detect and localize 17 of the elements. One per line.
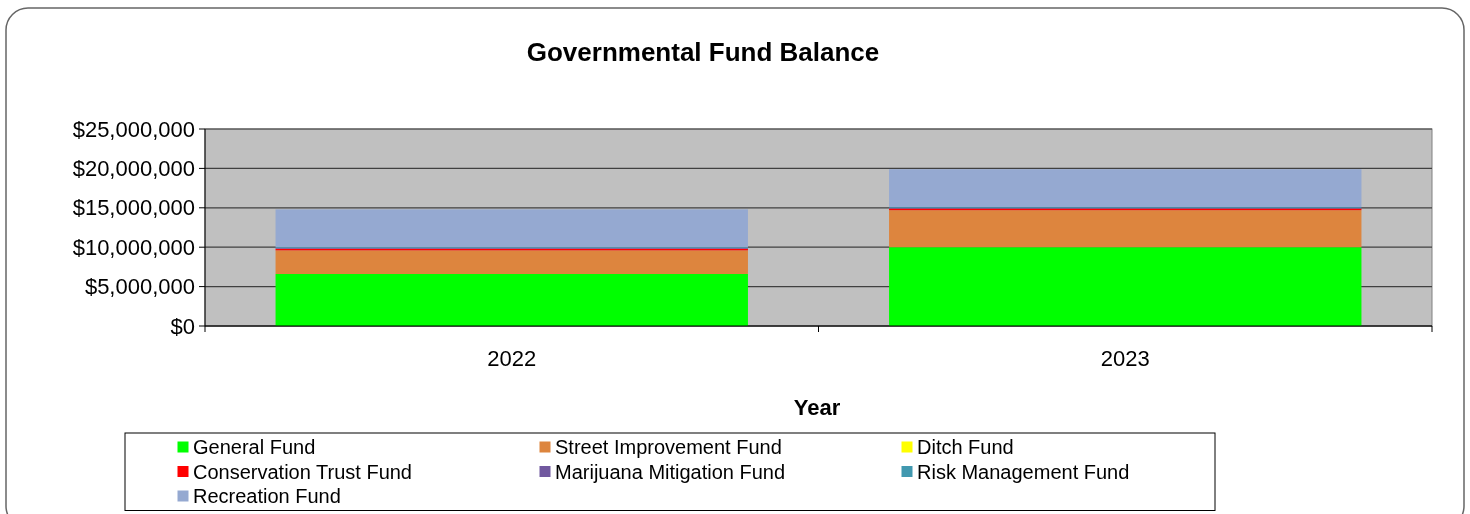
x-tick-label: 2023 [1100,345,1150,371]
y-tick-label: $0 [170,313,195,339]
y-tick-label: $15,000,000 [72,195,195,221]
y-tick-label: $20,000,000 [72,155,195,181]
x-tick-label: 2022 [487,345,537,371]
legend-label: Marijuana Mitigation Fund [555,460,786,483]
y-tick-label: $25,000,000 [72,116,195,142]
y-tick-label: $10,000,000 [72,234,195,260]
chart-title: Governmental Fund Balance [526,37,880,67]
legend-label: Ditch Fund [917,436,1014,458]
legend-label: Risk Management Fund [917,460,1130,483]
legend-label: Recreation Fund [193,485,341,507]
y-tick-label: $5,000,000 [84,274,195,300]
legend-label: Conservation Trust Fund [193,460,412,483]
legend-label: General Fund [193,436,316,458]
x-axis-title: Year [793,394,841,420]
legend-label: Street Improvement Fund [555,436,782,458]
